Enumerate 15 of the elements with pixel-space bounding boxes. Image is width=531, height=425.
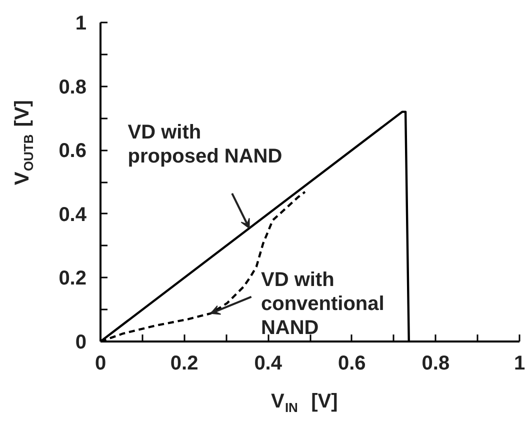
- y-tick-label: 0.6: [58, 140, 87, 162]
- y-tick-label: 0.4: [58, 204, 88, 226]
- y-tick-label: 0.2: [58, 268, 87, 290]
- annotation: VD with proposed NAND: [128, 121, 282, 168]
- y-tick-label: 0: [75, 332, 86, 354]
- x-tick-label: 0.6: [338, 352, 366, 374]
- x-tick-label: 0.2: [170, 352, 198, 374]
- y-tick-label: 1: [75, 12, 86, 34]
- y-tick-label: 0.8: [58, 76, 87, 98]
- annotation: VD with conventional NAND: [260, 268, 384, 340]
- x-tick-label: 0.8: [422, 352, 450, 374]
- y-axis-title: VOUTB [V]: [12, 100, 36, 186]
- x-tick-label: 0: [94, 352, 106, 374]
- x-tick-label: 0.4: [254, 352, 283, 374]
- x-tick-label: 1: [514, 352, 526, 374]
